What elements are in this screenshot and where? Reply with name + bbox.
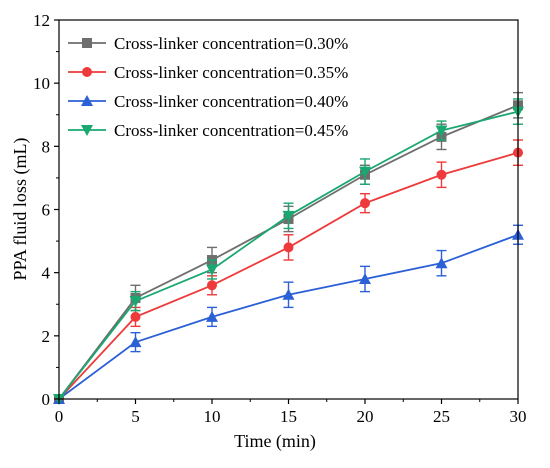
y-tick-label: 4 [42, 264, 51, 283]
x-tick-label: 0 [55, 407, 64, 426]
legend-item: Cross-linker concentration=0.40% [68, 92, 348, 111]
legend-label: Cross-linker concentration=0.40% [114, 92, 348, 111]
data-point [129, 336, 142, 348]
data-point [129, 296, 142, 308]
legend-item: Cross-linker concentration=0.45% [68, 121, 348, 140]
legend-marker [82, 67, 92, 77]
legend-label: Cross-linker concentration=0.30% [114, 34, 348, 53]
y-tick-label: 6 [42, 201, 51, 220]
x-tick-label: 5 [131, 407, 140, 426]
data-point [282, 210, 295, 222]
y-tick-label: 12 [33, 11, 50, 30]
x-tick-label: 15 [280, 407, 297, 426]
data-point [283, 242, 294, 253]
axes: 0 5 10 15 20 25 30 0 2 4 6 8 10 12 [33, 11, 527, 426]
x-tick-label: 30 [510, 407, 527, 426]
legend: Cross-linker concentration=0.30% Cross-li… [68, 34, 348, 140]
data-point [435, 257, 448, 269]
x-axis-title: Time (min) [234, 431, 316, 452]
data-point [359, 166, 371, 178]
series-line [58, 151, 519, 400]
legend-item: Cross-linker concentration=0.30% [68, 34, 348, 53]
data-point [207, 280, 217, 291]
data-point [359, 272, 371, 284]
data-point [436, 169, 447, 180]
x-tick-label: 10 [204, 407, 221, 426]
y-tick-label: 8 [42, 137, 51, 156]
data-point [282, 288, 295, 300]
y-axis-title: PPA fluid loss (mL) [10, 138, 31, 281]
y-tick-label: 10 [33, 74, 50, 93]
data-point [206, 310, 218, 322]
data-point [130, 311, 141, 322]
legend-label: Cross-linker concentration=0.35% [114, 63, 348, 82]
data-point [206, 264, 218, 276]
legend-item: Cross-linker concentration=0.35% [68, 63, 348, 82]
legend-marker [82, 38, 92, 48]
data-point [360, 198, 370, 209]
legend-marker [81, 95, 93, 106]
y-tick-label: 2 [42, 327, 51, 346]
legend-label: Cross-linker concentration=0.45% [114, 121, 348, 140]
y-tick-label: 0 [42, 390, 51, 409]
x-tick-label: 25 [433, 407, 450, 426]
legend-marker [81, 125, 93, 136]
x-tick-label: 20 [357, 407, 374, 426]
series-2 [54, 139, 523, 404]
data-point [435, 125, 448, 137]
